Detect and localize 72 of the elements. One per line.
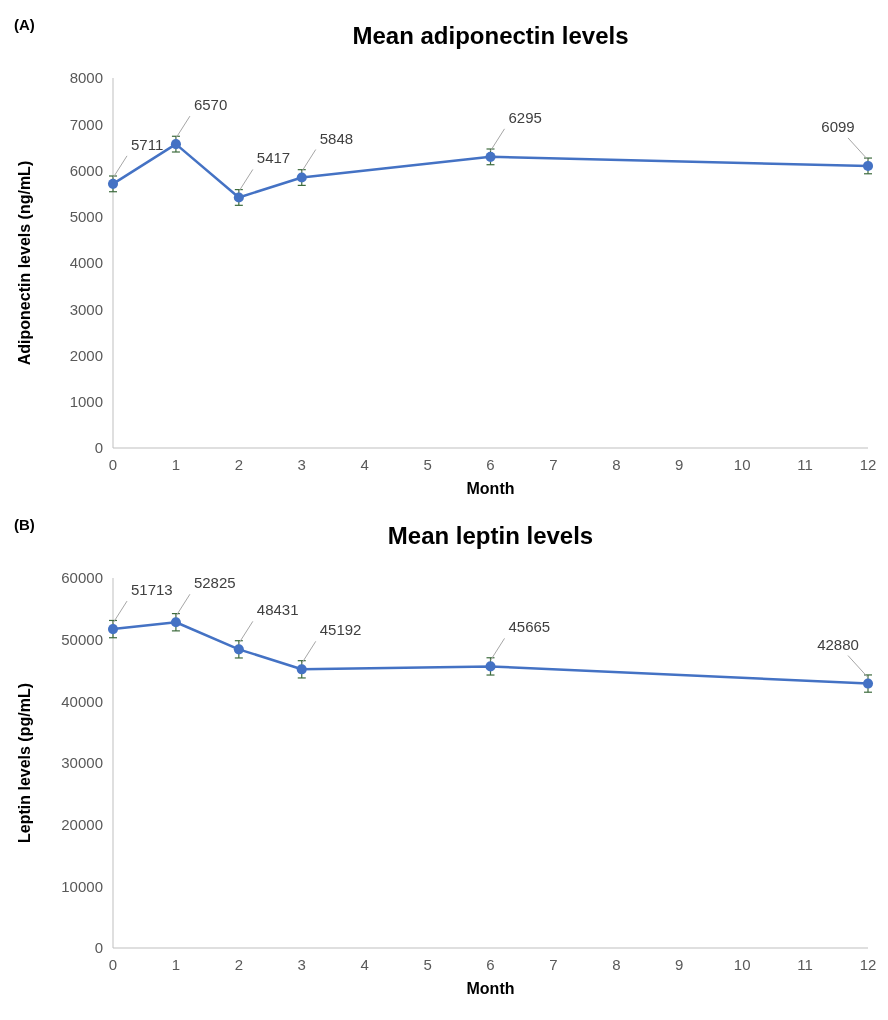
x-tick-label: 0 [108, 456, 118, 473]
x-tick-label: 11 [797, 456, 813, 473]
x-tick-label: 4 [360, 456, 369, 473]
data-label: 5711 [131, 135, 164, 153]
y-tick-label: 1000 [69, 393, 103, 410]
x-tick-label: 8 [612, 456, 621, 473]
x-tick-label: 12 [859, 456, 877, 473]
y-tick-label: 20000 [61, 815, 103, 833]
x-tick-label: 5 [423, 456, 432, 473]
point [107, 624, 119, 635]
chart-title: Mean adiponectin levels [352, 22, 629, 49]
point [862, 160, 874, 171]
y-tick-label: 7000 [69, 115, 103, 133]
x-tick-label: 6 [486, 456, 495, 473]
data-label: 6295 [508, 108, 542, 126]
x-tick-label: 9 [675, 956, 684, 973]
y-tick-label: 0 [94, 939, 103, 957]
y-tick-label: 30000 [61, 754, 103, 772]
point [233, 644, 244, 655]
x-tick-label: 2 [234, 956, 244, 973]
y-tick-label: 10000 [61, 877, 103, 895]
point [107, 178, 119, 189]
x-tick-label: 10 [733, 456, 751, 473]
data-label: 51713 [131, 581, 173, 599]
y-tick-label: 6000 [69, 161, 103, 179]
y-tick-label: 60000 [61, 569, 103, 587]
x-tick-label: 3 [297, 956, 306, 973]
x-tick-label: 9 [675, 456, 684, 473]
x-tick-label: 10 [733, 956, 751, 973]
y-tick-label: 8000 [69, 69, 103, 87]
data-label: 45665 [508, 618, 551, 636]
y-tick-label: 4000 [69, 254, 103, 272]
data-label: 42880 [817, 635, 859, 653]
x-tick-label: 2 [234, 456, 244, 473]
x-tick-label: 1 [171, 456, 181, 473]
x-tick-label: 1 [171, 956, 181, 973]
x-tick-label: 11 [797, 956, 813, 973]
point [862, 678, 874, 689]
data-label: 52825 [193, 574, 236, 592]
y-tick-label: 3000 [69, 300, 103, 318]
data-label: 5417 [256, 149, 291, 167]
data-label: 45192 [319, 621, 362, 639]
text: (A) [14, 16, 35, 33]
data-label: 48431 [256, 601, 299, 619]
x-tick-label: 5 [423, 956, 432, 973]
y-tick-label: 50000 [61, 630, 103, 648]
text: (B) [14, 516, 35, 533]
y-axis-title: Adiponectin levels (ng/mL) [16, 160, 33, 366]
x-tick-label: 8 [612, 956, 621, 973]
point [170, 139, 181, 150]
y-axis-title: Leptin levels (pg/mL) [16, 682, 33, 844]
x-tick-label: 0 [108, 956, 118, 973]
x-tick-label: 6 [486, 956, 495, 973]
point [485, 661, 496, 672]
x-tick-label: 7 [549, 956, 558, 973]
x-tick-label: 3 [297, 456, 306, 473]
x-tick-label: 7 [549, 456, 558, 473]
data-label: 6099 [821, 117, 855, 135]
point [296, 664, 307, 675]
y-tick-label: 0 [94, 439, 103, 457]
x-tick-label: 4 [360, 956, 369, 973]
data-label: 6570 [193, 96, 228, 114]
chart-title: Mean leptin levels [387, 522, 594, 549]
x-tick-label: 12 [859, 956, 877, 973]
y-tick-label: 5000 [69, 208, 103, 225]
data-label: 5848 [319, 129, 354, 147]
y-tick-label: 2000 [69, 346, 103, 364]
point [170, 617, 181, 628]
point [485, 151, 496, 162]
x-axis-title: Month [466, 980, 515, 997]
y-tick-label: 40000 [61, 692, 103, 710]
x-axis-title: Month [466, 480, 515, 497]
